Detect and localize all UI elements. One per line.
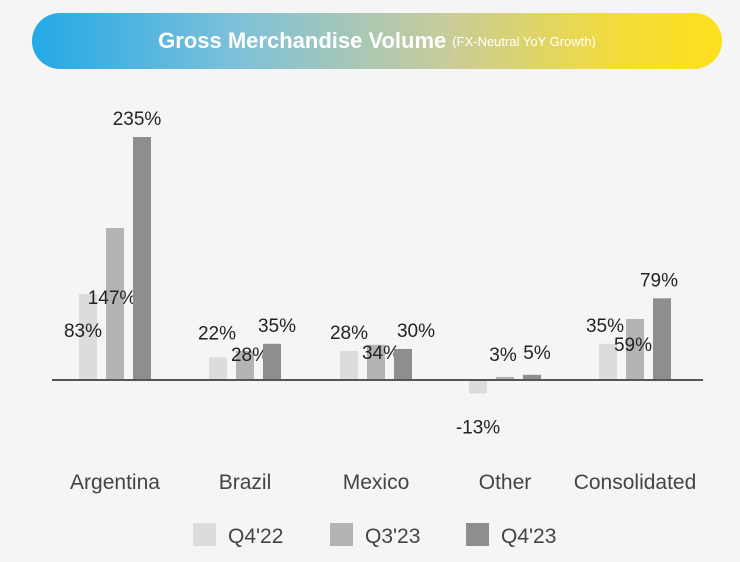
category-label-mexico: Mexico: [343, 471, 410, 494]
data-label-consolidated-q4-22: 35%: [586, 316, 624, 337]
data-label-argentina-q4-23: 235%: [113, 109, 162, 130]
bar-mexico-q4-23: [394, 348, 412, 380]
category-label-other: Other: [479, 471, 532, 494]
bar-argentina-q3-23: [106, 227, 124, 380]
chart-subtitle: (FX-Neutral YoY Growth): [452, 33, 596, 49]
title-banner: Gross Merchandise Volume (FX-Neutral YoY…: [32, 13, 722, 69]
data-label-mexico-q4-22: 28%: [330, 323, 368, 344]
bar-brazil-q4-23: [263, 343, 281, 380]
legend-swatch-q4-22: [193, 523, 216, 546]
bar-brazil-q4-22: [209, 357, 227, 380]
data-label-mexico-q3-23: 34%: [362, 343, 400, 364]
legend-label-q3-23: Q3'23: [365, 525, 420, 548]
bar-brazil-q3-23: [236, 351, 254, 380]
bar-mexico-q3-23: [367, 344, 385, 380]
data-label-brazil-q4-22: 22%: [198, 323, 236, 344]
bar-other-q4-23: [523, 374, 541, 380]
data-label-consolidated-q4-23: 79%: [640, 270, 678, 291]
bar-consolidated-q3-23: [626, 318, 644, 380]
data-label-brazil-q3-23: 28%: [231, 345, 269, 366]
bar-other-q3-23: [496, 376, 514, 380]
data-label-other-q4-23: 5%: [523, 343, 551, 364]
bar-argentina-q4-22: [79, 294, 97, 380]
bar-consolidated-q4-22: [599, 343, 617, 380]
bar-argentina-q4-23: [133, 137, 151, 380]
legend-swatch-q3-23: [330, 523, 353, 546]
bar-consolidated-q4-23: [653, 298, 671, 380]
legend-label-q4-22: Q4'22: [228, 525, 283, 548]
data-label-argentina-q4-22: 83%: [64, 321, 102, 342]
chart-title: Gross Merchandise Volume: [158, 28, 447, 53]
bar-other-q4-22: [469, 380, 487, 394]
legend-swatch-q4-23: [466, 523, 489, 546]
data-label-argentina-q3-23: 147%: [88, 288, 137, 309]
bar-mexico-q4-22: [340, 351, 358, 380]
category-label-consolidated: Consolidated: [574, 471, 697, 494]
data-label-other-q4-22: -13%: [456, 417, 500, 438]
data-label-brazil-q4-23: 35%: [258, 316, 296, 337]
legend-label-q4-23: Q4'23: [501, 525, 556, 548]
category-label-brazil: Brazil: [219, 471, 272, 494]
data-label-mexico-q4-23: 30%: [397, 321, 435, 342]
data-label-other-q3-23: 3%: [489, 345, 517, 366]
category-label-argentina: Argentina: [70, 471, 160, 494]
data-label-consolidated-q3-23: 59%: [614, 335, 652, 356]
